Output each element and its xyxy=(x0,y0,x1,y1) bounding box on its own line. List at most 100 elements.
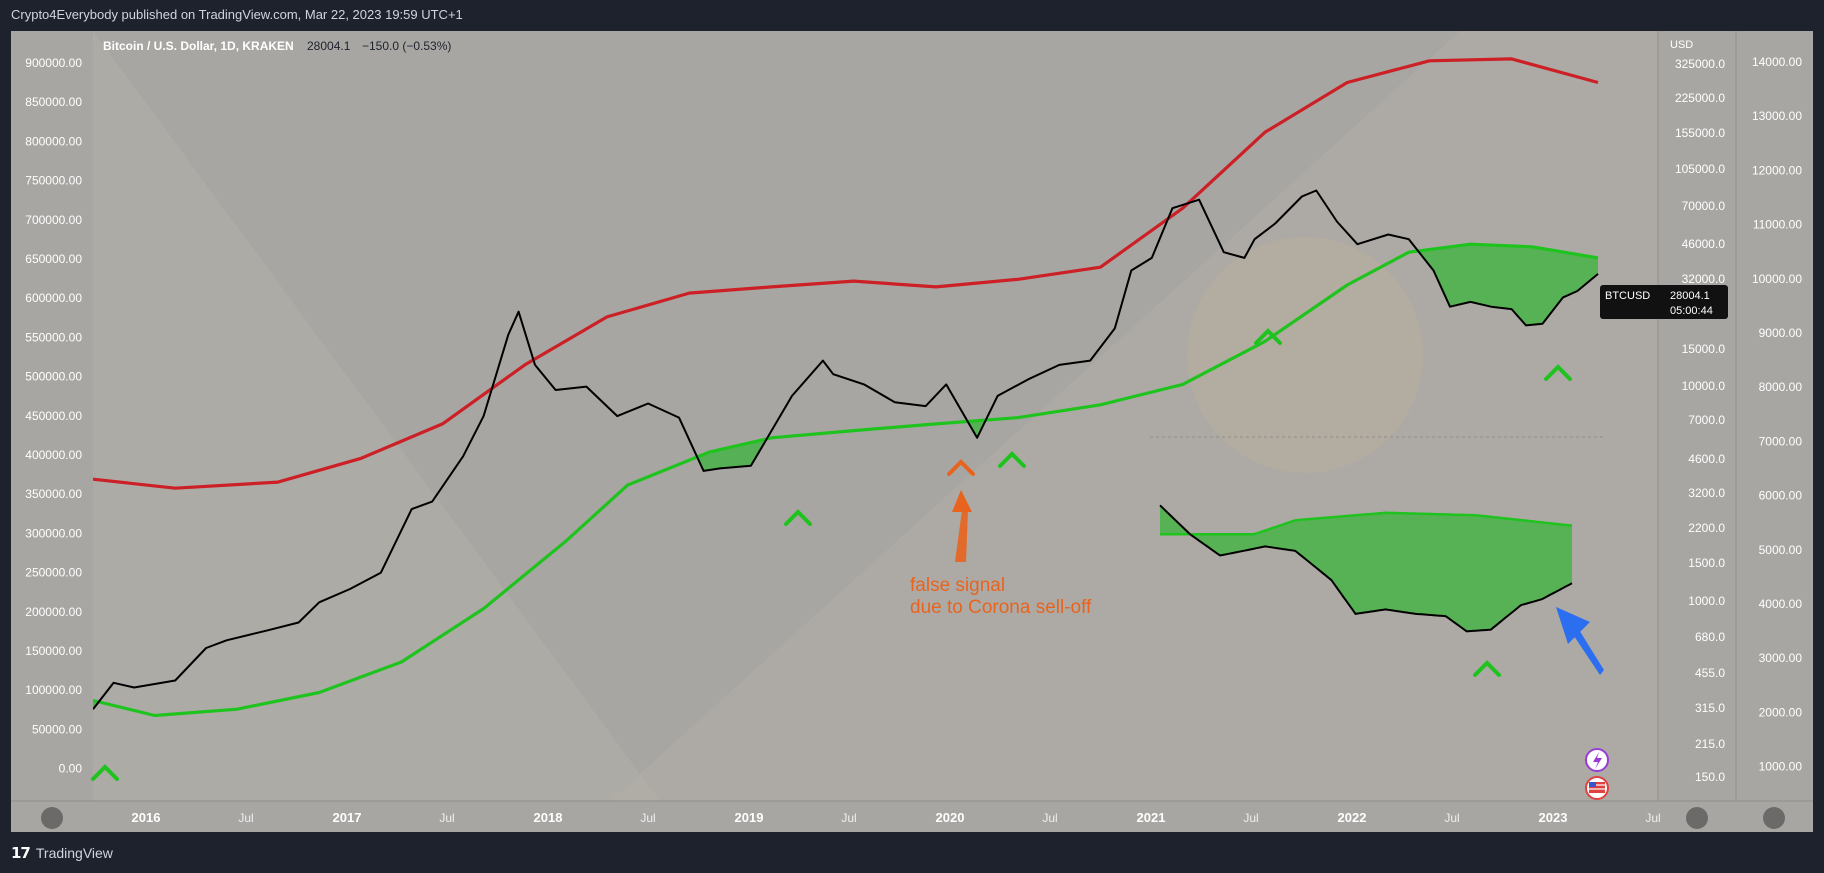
bear-zone-fill xyxy=(697,439,766,471)
scroll-left-button[interactable] xyxy=(41,807,63,829)
left-axis-tick: 800000.00 xyxy=(25,134,82,148)
x-axis-tick: 2016 xyxy=(132,810,161,825)
legend-price: 28004.1 xyxy=(307,39,351,53)
right-axis-tick: 1500.0 xyxy=(1688,556,1725,570)
scroll-right-button[interactable] xyxy=(1763,807,1785,829)
left-axis-tick: 300000.00 xyxy=(25,526,82,540)
far-right-axis-tick: 6000.00 xyxy=(1759,489,1803,503)
footer-brand: TradingView xyxy=(35,845,113,861)
buy-signal-marker xyxy=(91,764,119,781)
left-axis-tick: 200000.00 xyxy=(25,605,82,619)
scroll-mid-button[interactable] xyxy=(1686,807,1708,829)
left-axis-tick: 100000.00 xyxy=(25,683,82,697)
right-axis-tick: 105000.0 xyxy=(1675,162,1725,176)
right-axis xyxy=(1658,31,1735,801)
left-axis-tick: 0.00 xyxy=(59,762,83,776)
far-right-axis-tick: 9000.00 xyxy=(1759,326,1803,340)
footer-bar: 17 TradingView xyxy=(0,833,1824,873)
x-axis-tick: Jul xyxy=(238,811,253,825)
left-axis-tick: 400000.00 xyxy=(25,448,82,462)
left-axis-tick: 600000.00 xyxy=(25,291,82,305)
right-axis-tick: 680.0 xyxy=(1695,630,1725,644)
x-axis-tick: 2023 xyxy=(1539,810,1568,825)
us-flag-icon[interactable] xyxy=(1585,776,1609,800)
x-axis-tick: 2018 xyxy=(534,810,563,825)
currency-label: USD xyxy=(1670,39,1693,51)
x-axis-tick: Jul xyxy=(1042,811,1057,825)
left-axis-tick: 150000.00 xyxy=(25,644,82,658)
buy-signal-marker xyxy=(1473,660,1501,677)
left-axis-tick: 50000.00 xyxy=(32,722,82,736)
false-signal-marker xyxy=(947,459,975,476)
left-axis-tick: 450000.00 xyxy=(25,409,82,423)
right-axis-tick: 215.0 xyxy=(1695,737,1725,751)
ma-green-line xyxy=(93,242,1599,718)
left-axis-tick: 650000.00 xyxy=(25,252,82,266)
ma-long-red-line xyxy=(93,57,1599,490)
watermark-coin xyxy=(1187,237,1423,473)
watermark-shape xyxy=(93,31,660,801)
x-axis-tick: 2020 xyxy=(936,810,965,825)
right-axis-tick: 32000.0 xyxy=(1682,272,1726,286)
x-axis-tick: Jul xyxy=(640,811,655,825)
inset-fill xyxy=(1160,505,1572,632)
x-axis-tick: Jul xyxy=(439,811,454,825)
far-right-axis-tick: 12000.00 xyxy=(1752,163,1802,177)
x-axis-tick: 2017 xyxy=(333,810,362,825)
right-axis-tick: 455.0 xyxy=(1695,666,1725,680)
left-axis-tick: 250000.00 xyxy=(25,566,82,580)
right-axis-tick: 225000.0 xyxy=(1675,91,1725,105)
x-axis-tick: 2022 xyxy=(1338,810,1367,825)
lightning-icon[interactable] xyxy=(1585,748,1609,772)
tradingview-icon: 17 xyxy=(11,844,31,862)
left-axis-tick: 350000.00 xyxy=(25,487,82,501)
orange-arrow-head xyxy=(952,490,972,512)
right-axis-tick: 7000.0 xyxy=(1688,413,1725,427)
left-axis-tick: 500000.00 xyxy=(25,370,82,384)
buy-signal-marker xyxy=(1544,364,1572,381)
x-axis-tick: Jul xyxy=(1243,811,1258,825)
time-axis xyxy=(11,801,1813,832)
tradingview-logo[interactable]: 17 TradingView xyxy=(11,844,113,862)
price-badge[interactable]: BTCUSD 28004.1 05:00:44 xyxy=(1600,285,1728,319)
bear-zone-fill xyxy=(1419,244,1598,326)
right-axis-tick: 325000.0 xyxy=(1675,57,1725,71)
orange-arrow-shaft xyxy=(955,510,968,562)
far-right-axis xyxy=(1736,31,1813,801)
false-signal-label: false signal xyxy=(910,575,1005,596)
right-axis-tick: 70000.0 xyxy=(1682,199,1726,213)
buy-signal-marker xyxy=(998,451,1026,468)
far-right-axis-tick: 5000.00 xyxy=(1759,543,1803,557)
far-right-axis-tick: 1000.00 xyxy=(1759,760,1803,774)
right-axis-tick: 10000.0 xyxy=(1682,379,1726,393)
false-signal-label-2: due to Corona sell-off xyxy=(910,597,1092,618)
x-axis-tick: 2019 xyxy=(735,810,764,825)
blue-arrow-shaft xyxy=(1570,625,1604,675)
left-axis-tick: 850000.00 xyxy=(25,95,82,109)
right-axis-tick: 1000.0 xyxy=(1688,594,1725,608)
blue-arrow-head xyxy=(1556,607,1590,644)
inset-ma-green-line xyxy=(1160,511,1573,536)
badge-countdown: 05:00:44 xyxy=(1670,305,1713,317)
right-axis-tick: 46000.0 xyxy=(1682,237,1726,251)
legend-symbol: Bitcoin / U.S. Dollar, 1D, KRAKEN xyxy=(103,39,294,53)
left-axis-tick: 750000.00 xyxy=(25,174,82,188)
far-right-axis-tick: 7000.00 xyxy=(1759,434,1803,448)
right-axis-tick: 4600.0 xyxy=(1688,452,1725,466)
left-axis-tick: 700000.00 xyxy=(25,213,82,227)
far-right-axis-tick: 2000.00 xyxy=(1759,705,1803,719)
x-axis-tick: Jul xyxy=(1645,811,1660,825)
right-axis-tick: 2200.0 xyxy=(1688,521,1725,535)
legend-change: −150.0 (−0.53%) xyxy=(362,39,451,53)
right-axis-tick: 155000.0 xyxy=(1675,126,1725,140)
buy-signal-marker xyxy=(1254,328,1282,345)
far-right-axis-tick: 14000.00 xyxy=(1752,55,1802,69)
badge-price: 28004.1 xyxy=(1670,290,1710,302)
right-axis-tick: 150.0 xyxy=(1695,770,1725,784)
right-axis-tick: 15000.0 xyxy=(1682,342,1726,356)
inset-price-line xyxy=(1159,504,1573,633)
x-axis-tick: Jul xyxy=(841,811,856,825)
far-right-axis-tick: 8000.00 xyxy=(1759,380,1803,394)
badge-ticker: BTCUSD xyxy=(1605,290,1650,302)
